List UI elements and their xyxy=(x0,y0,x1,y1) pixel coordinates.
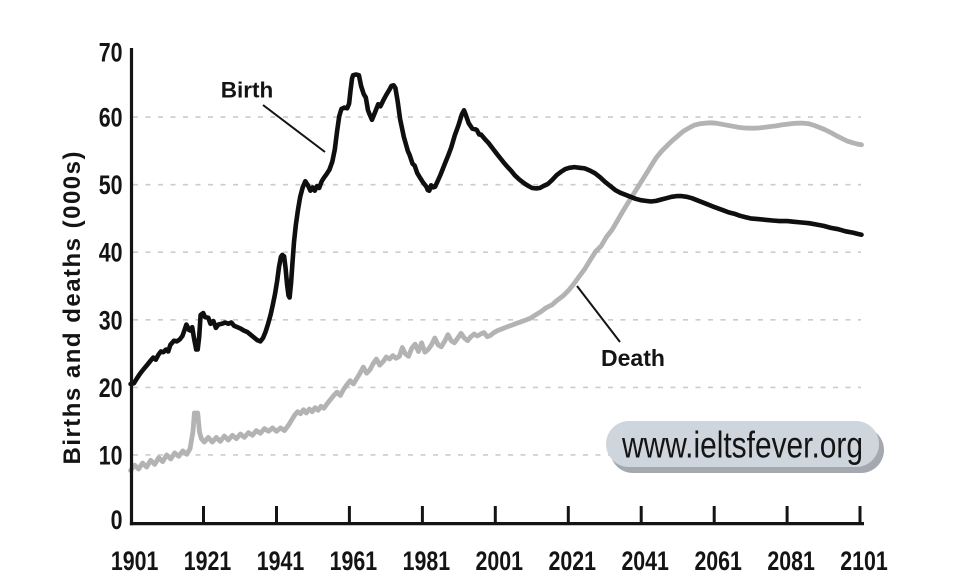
svg-text:1941: 1941 xyxy=(257,546,305,576)
svg-text:2081: 2081 xyxy=(767,546,815,576)
svg-text:20: 20 xyxy=(99,373,123,403)
svg-text:2001: 2001 xyxy=(476,546,524,576)
svg-text:1921: 1921 xyxy=(184,546,232,576)
svg-text:70: 70 xyxy=(99,38,123,68)
svg-text:60: 60 xyxy=(99,103,123,133)
svg-text:2041: 2041 xyxy=(621,546,669,576)
svg-text:2101: 2101 xyxy=(840,546,888,576)
svg-text:30: 30 xyxy=(99,305,123,335)
svg-text:1981: 1981 xyxy=(403,546,451,576)
svg-text:2021: 2021 xyxy=(549,546,597,576)
svg-text:1901: 1901 xyxy=(111,546,159,576)
svg-text:40: 40 xyxy=(99,238,123,268)
svg-text:Death: Death xyxy=(601,345,665,371)
svg-text:www.ieltsfever.org: www.ieltsfever.org xyxy=(621,424,863,466)
svg-text:0: 0 xyxy=(111,505,123,535)
svg-text:1961: 1961 xyxy=(330,546,378,576)
svg-text:50: 50 xyxy=(99,170,123,200)
svg-text:2061: 2061 xyxy=(694,546,742,576)
svg-text:Birth: Birth xyxy=(221,77,273,102)
svg-text:10: 10 xyxy=(99,440,123,470)
